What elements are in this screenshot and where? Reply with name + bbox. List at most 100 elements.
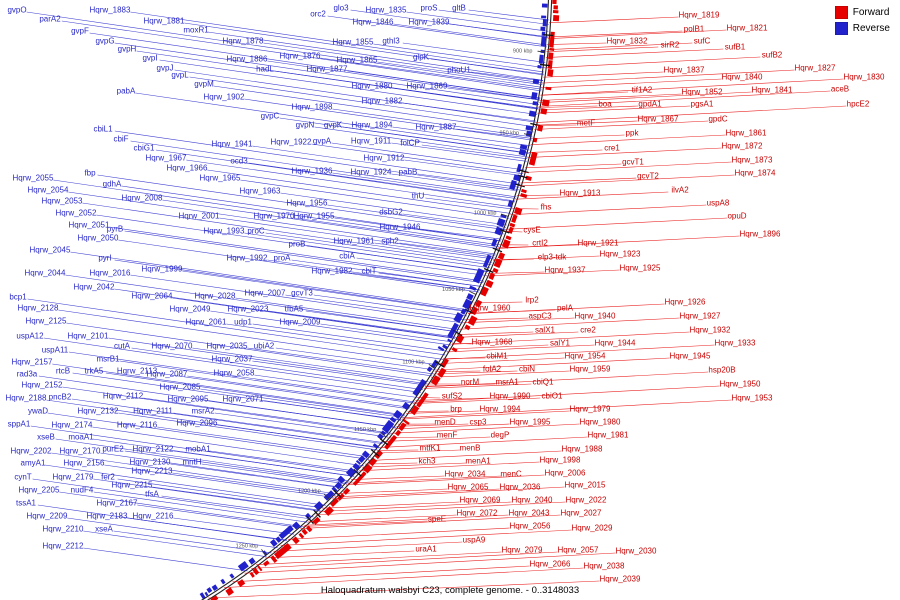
gene-label: ppk	[626, 129, 640, 138]
leader-line	[93, 478, 320, 512]
gene-label: Hqrw_2052	[56, 209, 97, 218]
reverse-gene-mark	[516, 163, 522, 173]
scale-tick	[261, 549, 267, 556]
gene-label: uspA9	[463, 536, 486, 545]
scale-tick-label: 900 kbp	[513, 49, 533, 55]
leader-line	[288, 527, 510, 540]
gene-label: Hqrw_1927	[680, 312, 721, 321]
gene-label: cbiG1	[134, 144, 155, 153]
scale-tick-label: 1100 kbp	[402, 360, 424, 366]
leader-line	[58, 309, 439, 366]
gene-label: Hqrw_1846	[353, 18, 394, 27]
forward-gene-mark	[467, 315, 478, 326]
gene-label: Hqrw_2156	[64, 459, 105, 468]
gene-label: sufC	[694, 37, 711, 46]
leader-line	[265, 232, 492, 266]
leader-line	[402, 102, 536, 122]
gene-label: Hqrw_2043	[509, 509, 550, 518]
gene-label: uspA8	[707, 199, 730, 208]
forward-gene-mark	[492, 267, 499, 274]
leader-line	[130, 140, 517, 198]
legend-reverse-label: Reverse	[852, 23, 890, 34]
leader-line	[124, 450, 349, 483]
reverse-gene-mark	[206, 587, 213, 594]
scale-tick	[428, 363, 435, 369]
gene-label: Hqrw_1923	[600, 250, 641, 259]
gene-label: salX1	[535, 326, 556, 335]
leader-line	[311, 143, 524, 175]
leader-line	[55, 438, 350, 482]
gene-label: glpK	[413, 53, 430, 62]
leader-line	[224, 567, 584, 588]
leader-line	[131, 347, 423, 390]
forward-gene-mark	[330, 498, 340, 508]
gene-label: Hqrw_1967	[146, 154, 187, 163]
leader-line	[47, 412, 370, 460]
leader-line	[384, 436, 491, 442]
gene-label: Hqrw_1872	[722, 142, 763, 151]
gene-label: cbiM1	[486, 352, 508, 361]
forward-gene-mark	[301, 528, 308, 536]
gene-label: Hqrw_2079	[502, 546, 543, 555]
gene-label: Hqrw_1968	[472, 338, 513, 347]
gene-label: moxR1	[183, 26, 209, 35]
reverse-gene-mark	[401, 401, 411, 411]
forward-gene-mark	[470, 306, 479, 316]
gene-label: Hqrw_2065	[448, 483, 489, 492]
leader-line	[118, 412, 378, 451]
gene-label: Hqrw_1924	[351, 168, 392, 177]
scale-tick-label: 1000 kbp	[474, 210, 497, 216]
gene-label: Hqrw_1937	[545, 266, 586, 275]
leader-line	[152, 486, 321, 511]
leader-line	[173, 517, 295, 535]
leader-line	[67, 517, 278, 549]
forward-gene-mark	[525, 175, 532, 181]
gene-label: cbiL1	[93, 125, 113, 134]
gene-label: csp3	[470, 418, 487, 427]
leader-line	[430, 58, 544, 75]
gene-label: uspA12	[16, 332, 44, 341]
gene-label: Hqrw_1926	[665, 298, 706, 307]
gene-label: tfbA5	[285, 305, 304, 314]
gene-label: Hqrw_1961	[334, 237, 375, 246]
leader-line	[464, 317, 529, 321]
leader-line	[377, 61, 543, 85]
reverse-gene-mark	[220, 578, 226, 585]
forward-gene-mark	[540, 108, 548, 115]
leader-line	[473, 301, 523, 304]
gene-label: elp3-tdk	[538, 253, 567, 262]
gene-label: gvpJ	[157, 64, 174, 73]
leader-line	[208, 400, 396, 428]
leader-line	[331, 142, 525, 171]
gene-label: Hqrw_1873	[732, 156, 773, 165]
legend-forward-row: Forward	[834, 6, 890, 19]
gene-label: gvpI	[142, 54, 157, 63]
gene-label: sph2	[381, 237, 399, 246]
scale-tick-label: 1150 kbp	[354, 427, 376, 433]
reverse-gene-mark	[509, 179, 517, 191]
leader-line	[362, 462, 467, 468]
forward-gene-mark	[497, 252, 506, 260]
gene-label: Hqrw_1953	[732, 394, 773, 403]
gene-label: Hqrw_2022	[566, 496, 607, 505]
gene-label: Hqrw_2001	[179, 212, 220, 221]
leader-line	[406, 410, 480, 414]
gene-label: ilvA2	[671, 186, 689, 195]
leader-line	[470, 71, 543, 82]
leader-line	[456, 128, 533, 139]
gene-label: Hqrw_2179	[53, 473, 94, 482]
forward-gene-mark	[537, 124, 544, 132]
gene-label: aceB	[831, 85, 849, 94]
leader-line	[337, 488, 448, 494]
gene-label: Hqrw_1980	[580, 418, 621, 427]
leader-line	[53, 179, 500, 246]
leader-line	[417, 397, 441, 399]
leader-line	[182, 270, 470, 313]
forward-gene-mark	[374, 450, 384, 460]
gene-label: Hqrw_2202	[11, 447, 52, 456]
leader-line	[302, 520, 428, 527]
feature-mark	[483, 267, 494, 274]
reverse-gene-mark	[199, 592, 206, 600]
gene-label: cre1	[604, 144, 620, 153]
leader-line	[83, 530, 267, 557]
